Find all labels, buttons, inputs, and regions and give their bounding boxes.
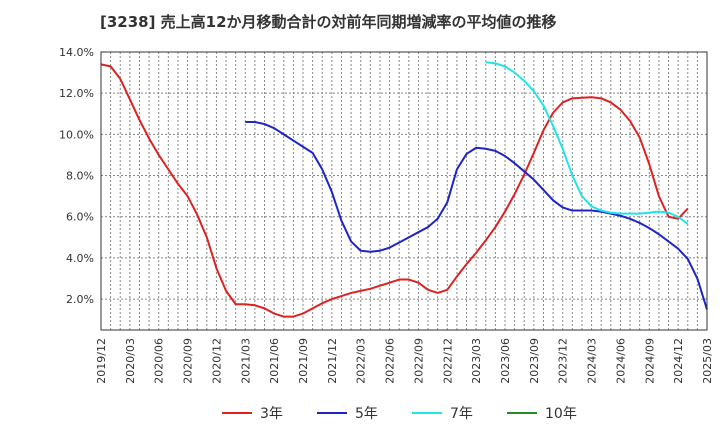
legend-label-2: 5年 bbox=[355, 406, 378, 422]
x-tick-label: 2024/12 bbox=[672, 338, 685, 384]
x-tick-label: 2020/09 bbox=[182, 338, 195, 384]
x-tick-label: 2022/06 bbox=[384, 338, 397, 384]
chart-title: [3238] 売上高12か月移動合計の対前年同期増減率の平均値の推移 bbox=[100, 13, 557, 31]
y-tick-label: 6.0% bbox=[66, 211, 94, 224]
y-tick-label: 4.0% bbox=[66, 252, 94, 265]
x-tick-label: 2022/12 bbox=[441, 338, 454, 384]
x-tick-label: 2025/03 bbox=[701, 338, 714, 384]
series-lines bbox=[100, 61, 708, 318]
x-tick-label: 2021/03 bbox=[239, 338, 252, 384]
legend: 3年 5年 7年 10年 bbox=[222, 406, 577, 422]
y-tick-label: 12.0% bbox=[59, 87, 94, 100]
x-tick-label: 2022/09 bbox=[412, 338, 425, 384]
plot-frame bbox=[100, 51, 708, 331]
x-tick-label: 2021/12 bbox=[326, 338, 339, 384]
y-tick-label: 2.0% bbox=[66, 293, 94, 306]
x-tick-label: 2024/03 bbox=[586, 338, 599, 384]
x-tick-label: 2022/03 bbox=[355, 338, 368, 384]
legend-label-4: 10年 bbox=[545, 406, 577, 422]
x-tick-label: 2023/09 bbox=[528, 338, 541, 384]
series-line-2 bbox=[245, 121, 708, 310]
series-line-1 bbox=[100, 63, 689, 318]
y-axis-ticks: 2.0% 4.0% 6.0% 8.0% 10.0% 12.0% 14.0% bbox=[59, 46, 94, 306]
x-tick-label: 2024/06 bbox=[614, 338, 627, 384]
x-tick-label: 2023/06 bbox=[499, 338, 512, 384]
y-tick-label: 10.0% bbox=[59, 128, 94, 141]
plot-area bbox=[101, 52, 707, 330]
x-tick-label: 2020/03 bbox=[124, 338, 137, 384]
x-tick-label: 2020/12 bbox=[210, 338, 223, 384]
legend-label-3: 7年 bbox=[450, 406, 473, 422]
x-tick-label: 2021/06 bbox=[268, 338, 281, 384]
x-tick-label: 2023/03 bbox=[470, 338, 483, 384]
x-tick-label: 2019/12 bbox=[95, 338, 108, 384]
x-tick-label: 2024/09 bbox=[643, 338, 656, 384]
x-tick-label: 2020/06 bbox=[153, 338, 166, 384]
x-tick-label: 2023/12 bbox=[557, 338, 570, 384]
y-tick-label: 14.0% bbox=[59, 46, 94, 59]
series-line-3 bbox=[485, 61, 689, 225]
y-tick-label: 8.0% bbox=[66, 170, 94, 183]
x-tick-label: 2021/09 bbox=[297, 338, 310, 384]
legend-label-1: 3年 bbox=[260, 406, 283, 422]
x-axis-ticks: 2019/12 2020/03 2020/06 2020/09 2020/12 2021/… bbox=[95, 338, 714, 384]
